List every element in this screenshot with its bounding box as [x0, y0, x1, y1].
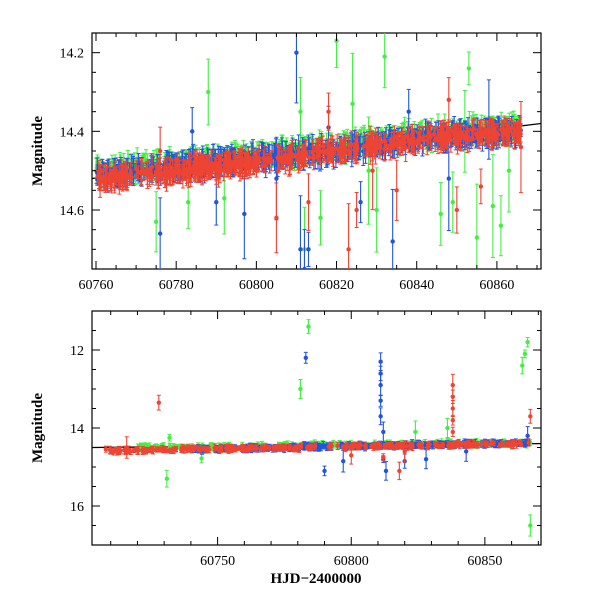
data-point: [302, 266, 307, 269]
data-point: [450, 199, 456, 205]
data-point: [294, 50, 299, 55]
data-point: [490, 203, 496, 209]
data-point: [474, 235, 480, 240]
data-point: [214, 199, 219, 205]
data-point: [206, 89, 211, 95]
series-2-points: [95, 77, 524, 269]
data-point: [306, 247, 311, 252]
data-point: [406, 109, 411, 114]
data-point: [390, 239, 395, 244]
data-point: [382, 54, 387, 59]
data-point: [272, 154, 277, 160]
data-point: [298, 109, 303, 114]
data-point: [318, 215, 323, 221]
data-point: [222, 196, 227, 201]
data-point: [498, 223, 504, 228]
data-point: [274, 176, 279, 181]
top-data-points: [92, 33, 541, 269]
data-point: [446, 176, 451, 181]
data-point: [358, 199, 363, 205]
data-point: [186, 199, 191, 205]
data-point: [466, 66, 472, 71]
data-point: [242, 211, 247, 217]
data-point: [438, 211, 443, 217]
data-point: [421, 134, 426, 140]
data-point: [298, 247, 303, 252]
data-point: [366, 168, 371, 173]
data-point: [506, 168, 512, 173]
data-point: [259, 151, 264, 156]
data-point: [350, 101, 355, 107]
top-panel: 60760 60780 60800 60820 60840 6086014.214.414…: [30, 32, 542, 293]
data-point: [153, 219, 159, 224]
data-point: [157, 231, 163, 236]
data-point: [190, 129, 195, 134]
data-point: [374, 207, 379, 213]
data-point: [283, 160, 288, 165]
